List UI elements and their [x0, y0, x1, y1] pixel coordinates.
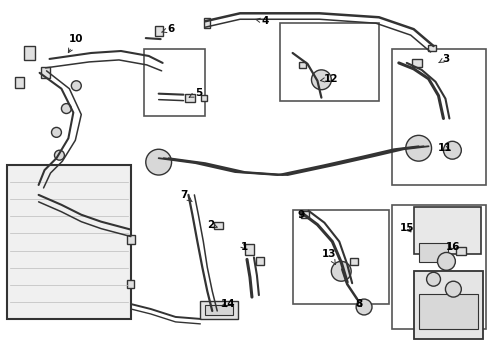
Circle shape: [51, 127, 61, 137]
Text: 3: 3: [439, 54, 449, 64]
Bar: [127, 235, 135, 244]
Bar: [350, 258, 358, 265]
Bar: [293, 210, 389, 304]
Circle shape: [443, 141, 461, 159]
Bar: [144, 49, 205, 116]
Bar: [280, 23, 379, 100]
Bar: [392, 205, 486, 329]
Bar: [428, 45, 436, 51]
Text: 8: 8: [355, 299, 363, 309]
Bar: [155, 26, 163, 36]
Bar: [245, 244, 254, 255]
Text: 16: 16: [446, 243, 461, 252]
Bar: [418, 243, 448, 262]
Circle shape: [438, 252, 455, 270]
Text: 10: 10: [68, 34, 84, 53]
Circle shape: [331, 261, 351, 281]
Bar: [24, 46, 35, 60]
Bar: [456, 247, 466, 255]
Circle shape: [312, 70, 331, 90]
Bar: [418, 294, 478, 329]
Circle shape: [54, 150, 64, 160]
Text: 2: 2: [207, 220, 217, 230]
Circle shape: [356, 299, 372, 315]
Bar: [185, 94, 196, 102]
Bar: [127, 280, 134, 288]
Text: 9: 9: [298, 210, 305, 220]
Circle shape: [61, 104, 72, 113]
Text: 12: 12: [320, 74, 339, 84]
Circle shape: [72, 81, 81, 91]
Circle shape: [146, 149, 172, 175]
Bar: [7, 165, 131, 319]
Text: 6: 6: [162, 24, 174, 34]
Text: 1: 1: [241, 243, 247, 252]
Text: 15: 15: [399, 222, 414, 233]
Text: 7: 7: [180, 190, 192, 202]
Bar: [412, 59, 421, 67]
Bar: [214, 222, 222, 229]
Bar: [414, 271, 483, 339]
Bar: [200, 301, 238, 319]
Bar: [15, 77, 24, 88]
Bar: [414, 207, 481, 255]
Bar: [204, 18, 210, 28]
Text: 4: 4: [255, 16, 269, 26]
Bar: [392, 49, 486, 185]
Text: 5: 5: [189, 88, 202, 98]
Text: 13: 13: [322, 249, 337, 265]
Text: 14: 14: [221, 299, 235, 309]
Circle shape: [406, 135, 432, 161]
Bar: [299, 62, 306, 68]
Circle shape: [427, 272, 441, 286]
Bar: [201, 95, 207, 100]
Circle shape: [445, 281, 461, 297]
Bar: [205, 305, 233, 315]
Bar: [300, 211, 309, 218]
Bar: [41, 67, 50, 78]
Bar: [256, 257, 264, 265]
Text: 11: 11: [438, 143, 453, 153]
